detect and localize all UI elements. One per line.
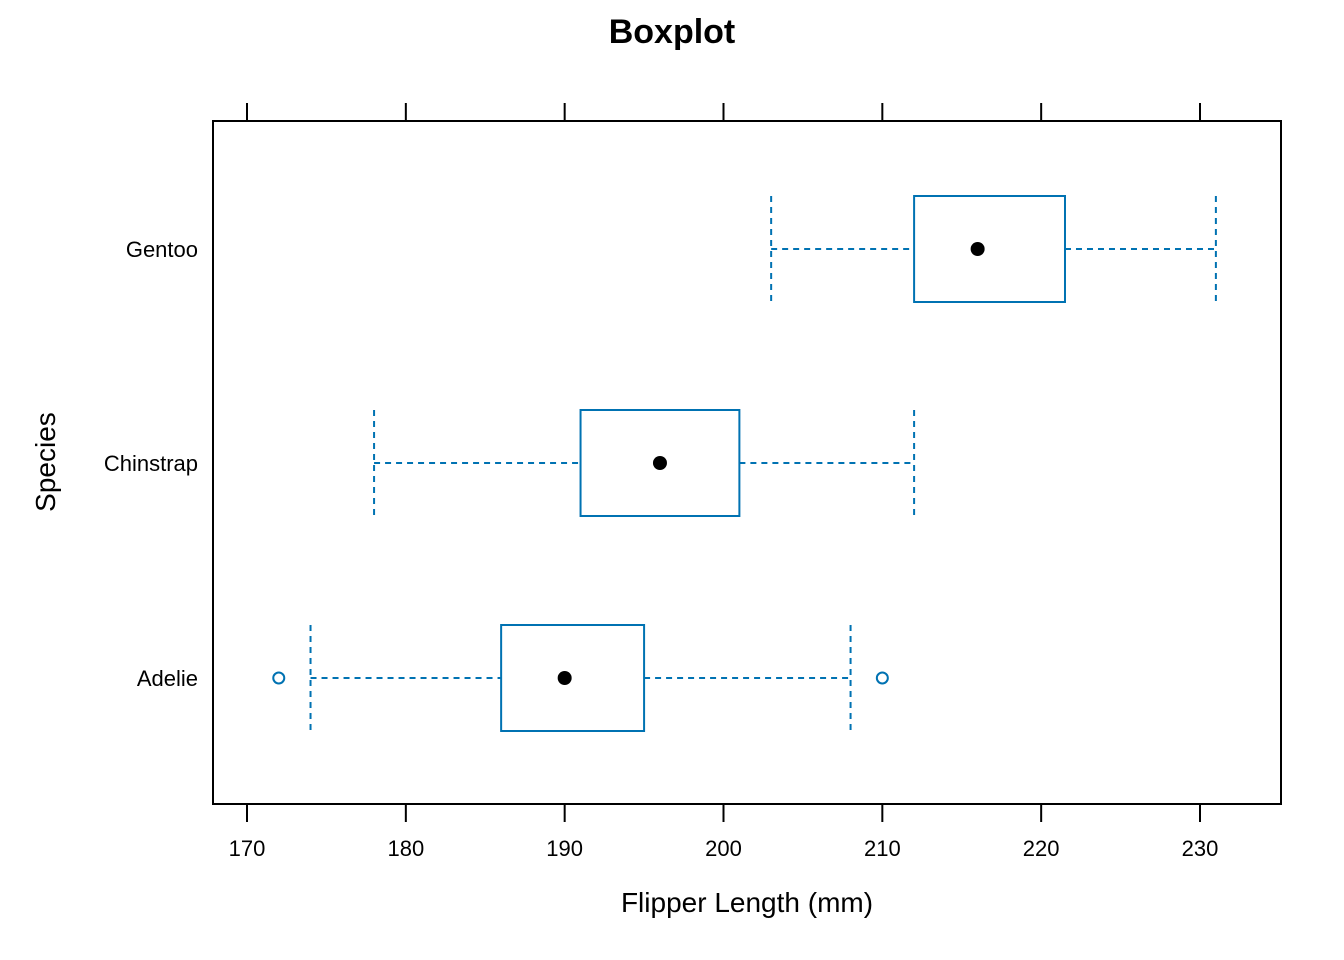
- box-gentoo: [770, 195, 1217, 303]
- y-axis-label: Species: [30, 412, 61, 512]
- median-dot-adelie: [557, 671, 572, 685]
- x-tick-label-230: 230: [1182, 836, 1219, 861]
- y-axis: Adelie Chinstrap Gentoo: [104, 237, 198, 691]
- top-tick-marks: [246, 103, 1201, 121]
- box-chinstrap: [373, 409, 916, 517]
- box-series: [272, 195, 1217, 732]
- x-axis-label: Flipper Length (mm): [621, 887, 873, 918]
- outlier-adelie-1: [875, 671, 889, 685]
- x-tick-label-170: 170: [229, 836, 266, 861]
- y-tick-label-gentoo: Gentoo: [126, 237, 198, 262]
- outlier-adelie-0: [272, 671, 286, 685]
- box-adelie: [272, 624, 889, 732]
- iqr-box-gentoo: [913, 195, 1066, 303]
- median-dot-chinstrap: [652, 456, 667, 470]
- plot-frame: [212, 120, 1282, 805]
- x-tick-label-180: 180: [387, 836, 424, 861]
- iqr-box-chinstrap: [579, 409, 741, 517]
- x-axis: 170 180 190 200 210 220 230: [229, 804, 1219, 861]
- x-tick-label-190: 190: [546, 836, 583, 861]
- x-tick-label-210: 210: [864, 836, 901, 861]
- x-tick-label-220: 220: [1023, 836, 1060, 861]
- x-tick-label-200: 200: [705, 836, 742, 861]
- median-dot-gentoo: [970, 242, 985, 256]
- y-tick-label-chinstrap: Chinstrap: [104, 451, 198, 476]
- y-tick-label-adelie: Adelie: [137, 666, 198, 691]
- chart-title: Boxplot: [609, 13, 736, 51]
- iqr-box-adelie: [500, 624, 646, 732]
